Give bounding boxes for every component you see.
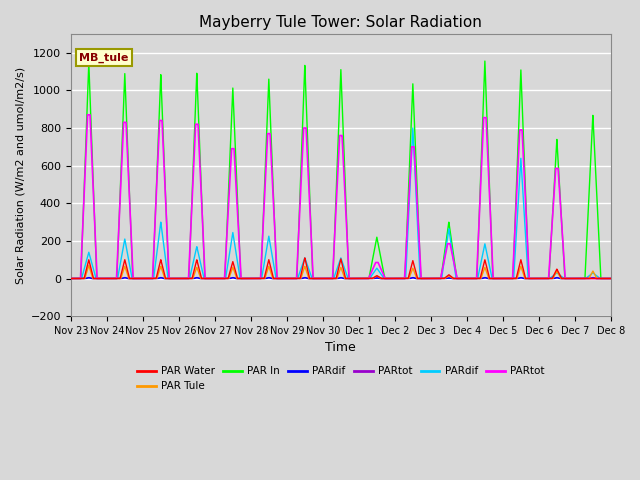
X-axis label: Time: Time: [326, 341, 356, 354]
Legend: PAR Water, PAR Tule, PAR In, PARdif, PARtot, PARdif, PARtot: PAR Water, PAR Tule, PAR In, PARdif, PAR…: [133, 362, 549, 396]
Title: Mayberry Tule Tower: Solar Radiation: Mayberry Tule Tower: Solar Radiation: [200, 15, 483, 30]
Text: MB_tule: MB_tule: [79, 52, 128, 62]
Y-axis label: Solar Radiation (W/m2 and umol/m2/s): Solar Radiation (W/m2 and umol/m2/s): [15, 66, 25, 284]
